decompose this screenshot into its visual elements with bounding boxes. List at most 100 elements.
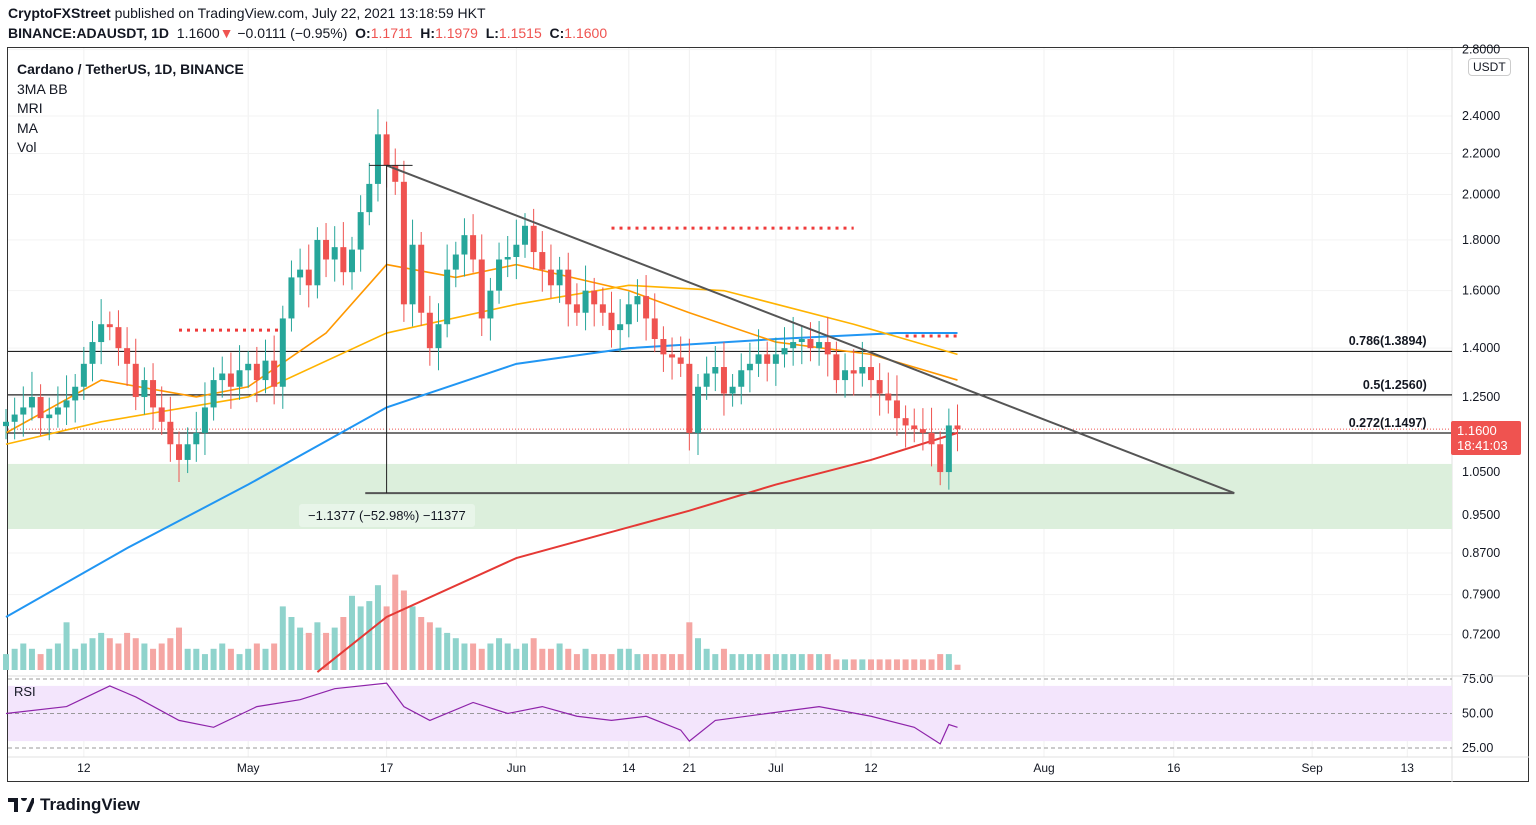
- volume-bar: [599, 654, 606, 670]
- volume-bar: [478, 648, 485, 670]
- candle-body: [816, 342, 823, 349]
- last-price: 1.1600: [176, 25, 220, 41]
- candle-body: [746, 363, 753, 371]
- candle-body: [98, 324, 105, 343]
- volume-bar: [885, 659, 892, 670]
- candle-body: [824, 342, 831, 355]
- candle-body: [409, 244, 416, 305]
- candle-body: [253, 363, 260, 381]
- candle-body: [132, 363, 139, 397]
- volume-bar: [340, 617, 347, 670]
- chart-frame[interactable]: [7, 47, 1529, 782]
- volume-bar: [651, 654, 658, 670]
- candle-body: [435, 324, 442, 349]
- low-value: 1.1515: [498, 25, 542, 41]
- volume-bar: [115, 643, 122, 670]
- volume-bar: [54, 643, 61, 670]
- candle-body: [565, 269, 572, 305]
- volume-bar: [150, 648, 157, 670]
- candle-body: [271, 360, 278, 387]
- candle-body: [945, 425, 952, 473]
- published-text: published on TradingView.com, July 22, 2…: [114, 5, 486, 21]
- volume-bar: [98, 632, 105, 670]
- currency-button[interactable]: USDT: [1468, 58, 1511, 76]
- candle-body: [695, 386, 701, 433]
- indicator-vol[interactable]: Vol: [17, 139, 37, 155]
- indicator-ma[interactable]: MA: [17, 119, 38, 136]
- rsi-tick: 75.00: [1462, 672, 1493, 686]
- symbol: BINANCE:ADAUSDT, 1D: [8, 25, 170, 41]
- candle-body: [781, 348, 788, 355]
- volume-bar: [496, 638, 503, 670]
- candle-body: [539, 252, 546, 270]
- volume-bar: [487, 643, 494, 670]
- volume-bar: [712, 654, 719, 670]
- volume-bar: [3, 654, 9, 670]
- volume-bar: [63, 622, 70, 670]
- volume-bar: [547, 648, 554, 670]
- indicator-mri[interactable]: MRI: [17, 100, 43, 116]
- candle-body: [720, 367, 727, 394]
- volume-bar: [72, 648, 79, 670]
- chart-legend: Cardano / TetherUS, 1D, BINANCE 3MA BB M…: [17, 60, 244, 158]
- candle-body: [651, 318, 658, 340]
- candle-body: [374, 134, 381, 184]
- volume-bar: [452, 638, 459, 670]
- volume-bar: [798, 654, 805, 670]
- candle-body: [764, 354, 771, 364]
- y-tick-label: 0.8700: [1462, 546, 1500, 560]
- volume-bar: [89, 638, 96, 670]
- candle-body: [201, 407, 208, 433]
- x-tick-label: 17: [380, 761, 394, 775]
- candle-body: [349, 249, 355, 273]
- volume-bar: [271, 643, 278, 670]
- candle-body: [842, 370, 849, 381]
- measure-label: −1.1377 (−52.98%) −11377: [299, 504, 475, 527]
- volume-bar: [461, 643, 468, 670]
- volume-bar: [660, 654, 667, 670]
- volume-bar: [366, 601, 373, 670]
- volume-bar: [522, 643, 528, 670]
- volume-bar: [28, 648, 35, 670]
- volume-bar: [868, 659, 874, 670]
- volume-bar: [158, 643, 165, 670]
- x-tick-label: Aug: [1033, 761, 1054, 775]
- volume-bar: [11, 648, 18, 670]
- candle-body: [176, 444, 182, 460]
- candle-body: [444, 269, 451, 325]
- volume-bar: [790, 654, 797, 670]
- volume-bar: [124, 632, 131, 670]
- tv-logo-icon: [8, 798, 34, 812]
- volume-bar: [253, 643, 260, 670]
- candle-body: [850, 370, 857, 374]
- tradingview-logo[interactable]: TradingView: [8, 795, 140, 815]
- legend-title: Cardano / TetherUS, 1D, BINANCE: [17, 61, 244, 77]
- volume-bar: [816, 654, 823, 670]
- candle-body: [314, 239, 321, 286]
- volume-bar: [305, 632, 312, 670]
- volume-bar: [46, 648, 53, 670]
- volume-bar: [210, 648, 217, 670]
- candle-body: [669, 354, 676, 358]
- candle-body: [262, 360, 269, 381]
- volume-bar: [591, 654, 598, 670]
- candle-body: [297, 269, 304, 278]
- candle-body: [911, 425, 918, 430]
- volume-bar: [937, 654, 944, 670]
- candle-body: [279, 318, 286, 387]
- indicator-3ma-bb[interactable]: 3MA BB: [17, 80, 68, 97]
- volume-bar: [686, 622, 693, 670]
- candle-body: [167, 421, 174, 445]
- support-zone: [8, 463, 1452, 529]
- high-value: 1.1979: [435, 25, 478, 41]
- publish-info: CryptoFXStreet published on TradingView.…: [8, 5, 486, 21]
- candle-body: [400, 181, 407, 305]
- volume-bar: [418, 617, 425, 670]
- candle-body: [63, 400, 70, 408]
- candle-body: [452, 254, 459, 270]
- o-label: O:: [355, 25, 371, 41]
- volume-bar: [219, 643, 226, 670]
- candle-body: [89, 342, 96, 364]
- candle-body: [634, 296, 641, 305]
